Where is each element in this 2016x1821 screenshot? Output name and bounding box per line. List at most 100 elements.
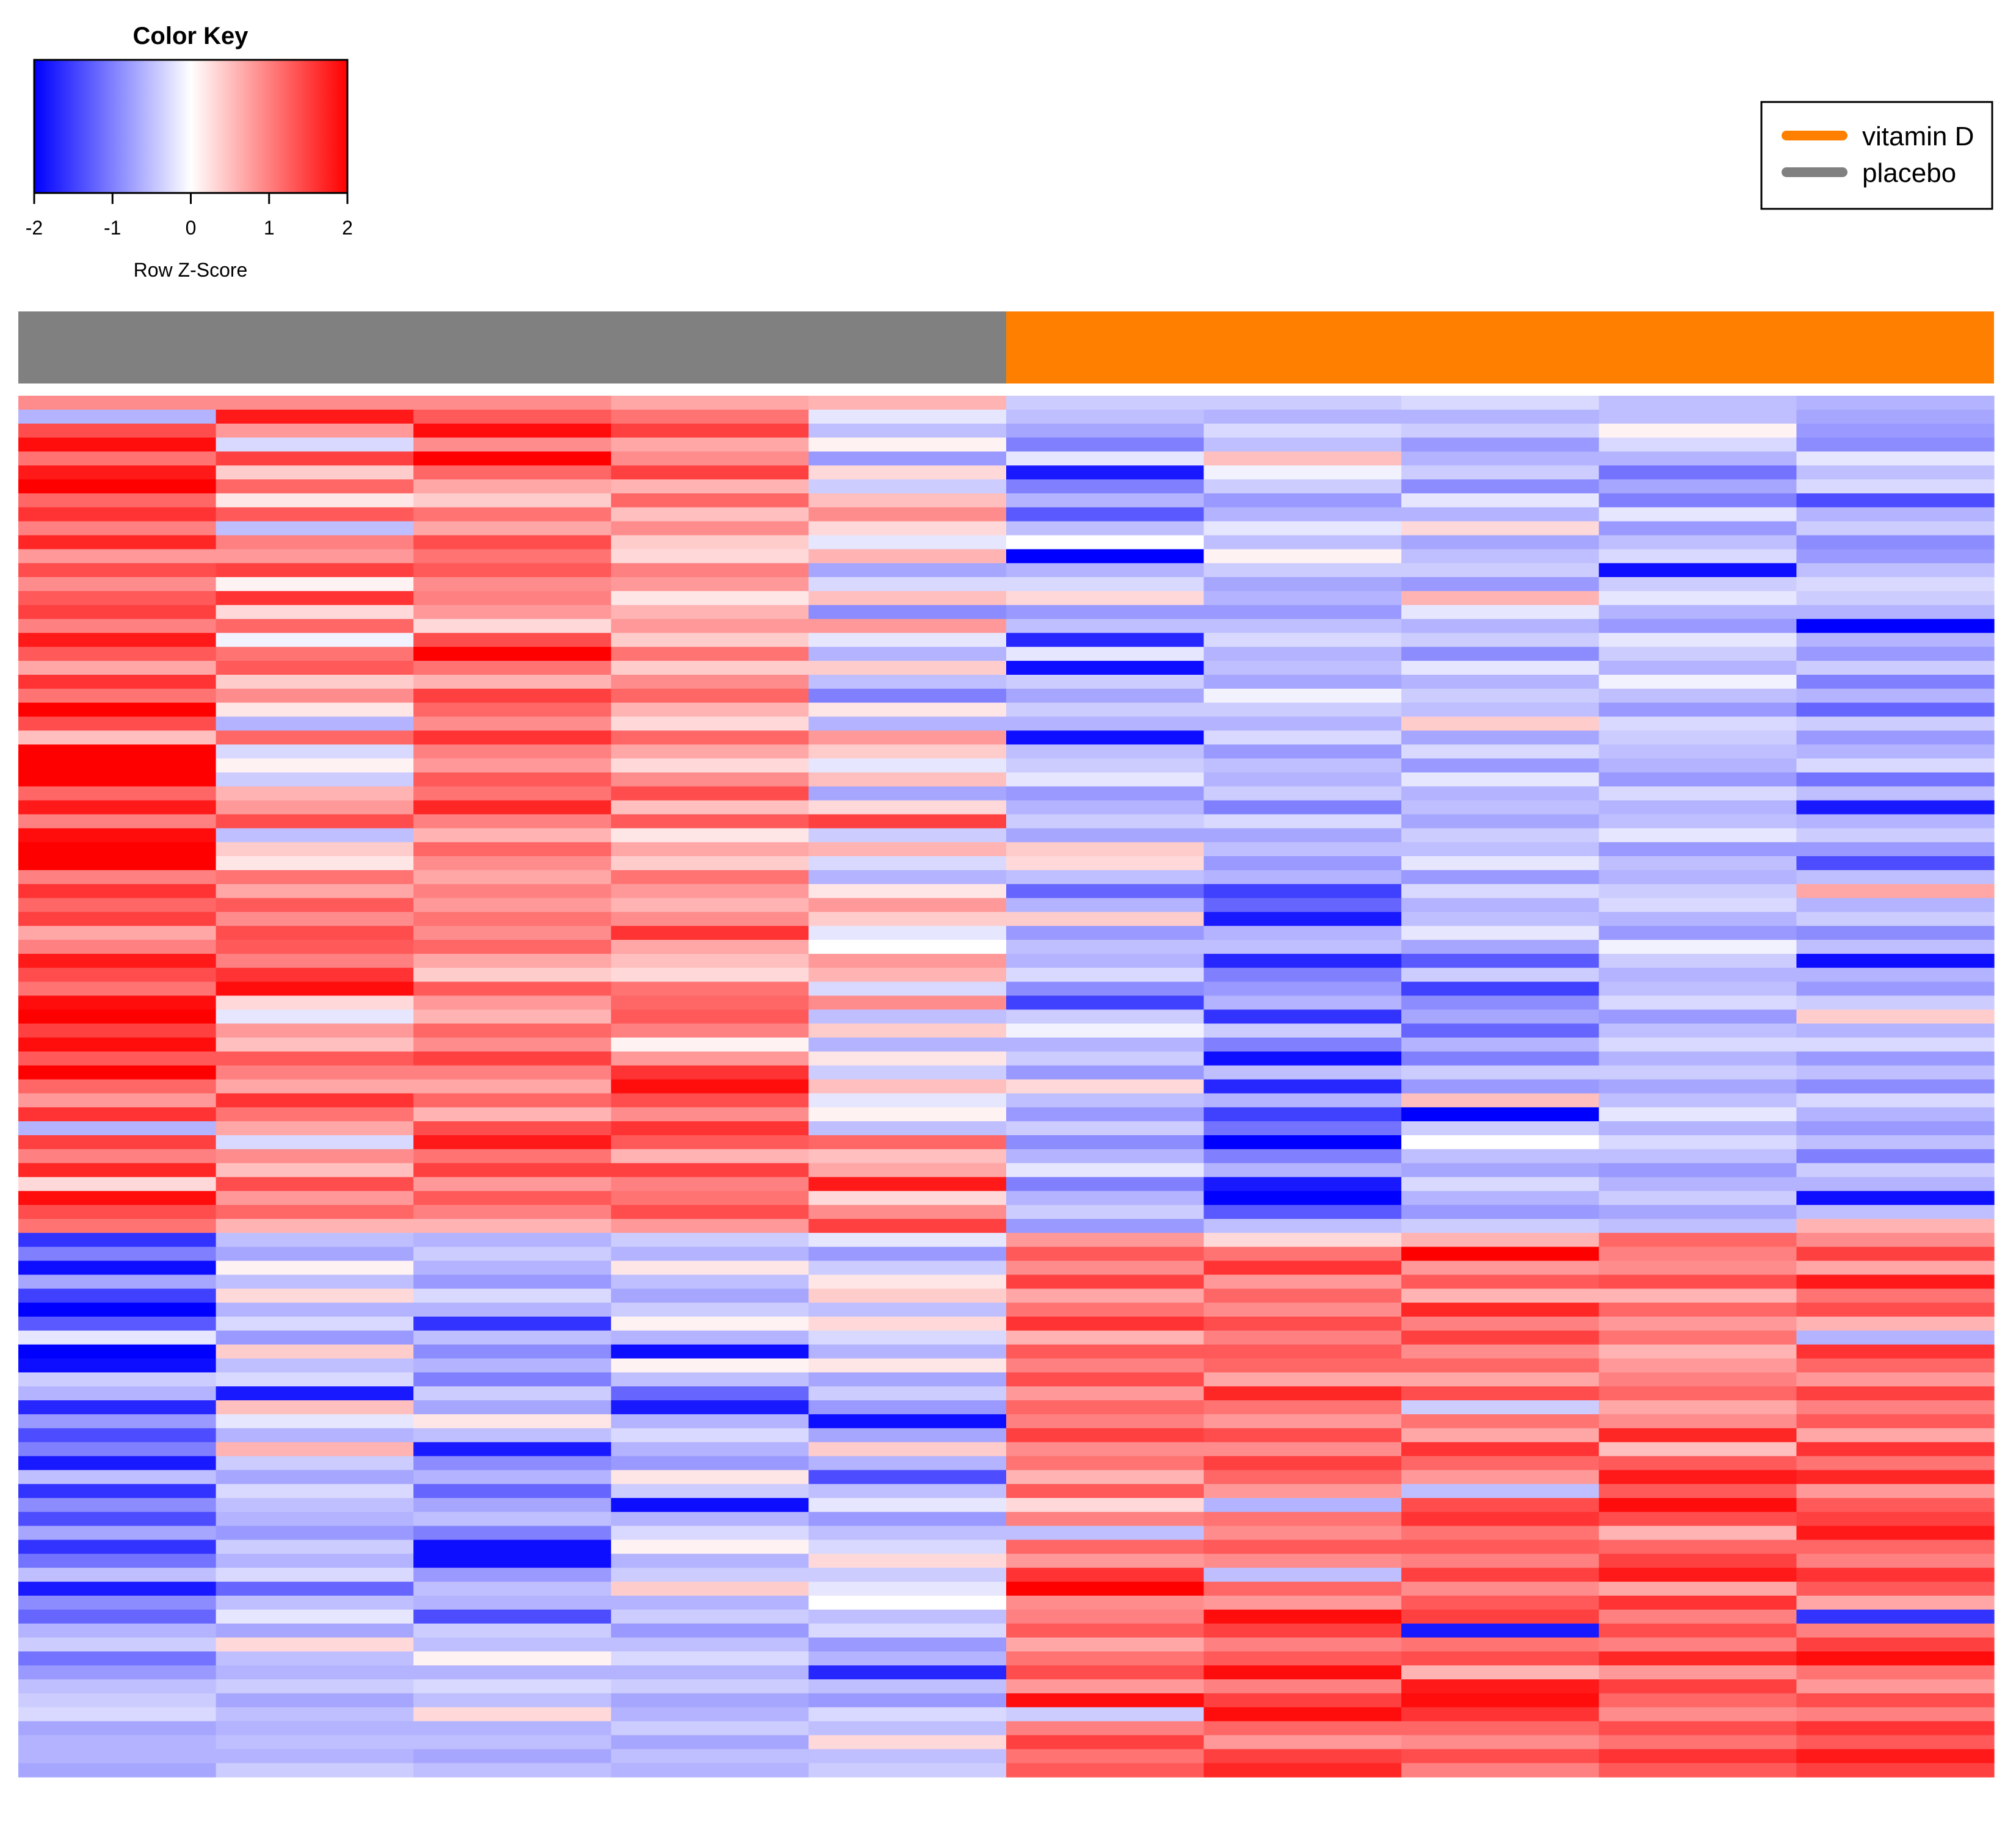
heatmap-cell	[1006, 940, 1205, 954]
heatmap-cell	[808, 507, 1007, 522]
heatmap-cell	[808, 633, 1007, 647]
heatmap-cell	[1006, 619, 1205, 634]
heatmap-cell	[216, 535, 414, 550]
heatmap-cell	[808, 563, 1007, 578]
heatmap-cell	[1203, 926, 1402, 940]
heatmap-cell	[1203, 912, 1402, 926]
heatmap-cell	[1598, 409, 1797, 424]
heatmap-cell	[808, 1051, 1007, 1066]
heatmap-cell	[1598, 1260, 1797, 1276]
heatmap-cell	[808, 800, 1007, 815]
heatmap-cell	[1006, 647, 1205, 661]
heatmap-cell	[1796, 884, 1995, 899]
heatmap-cell	[216, 912, 414, 926]
heatmap-cell	[1006, 507, 1205, 522]
heatmap-cell	[216, 1289, 414, 1303]
heatmap-cell	[808, 1539, 1007, 1555]
heatmap-cell	[216, 926, 414, 940]
heatmap-cell	[1796, 507, 1995, 522]
legend-label-vitamin-d: vitamin D	[1862, 122, 1974, 151]
heatmap-cell	[808, 535, 1007, 550]
heatmap-cell	[611, 828, 809, 843]
heatmap-cell	[18, 1219, 217, 1234]
heatmap-cell	[216, 870, 414, 885]
heatmap-cell	[216, 577, 414, 592]
heatmap-cell	[1203, 828, 1402, 843]
heatmap-cell	[18, 1623, 217, 1638]
heatmap-cell	[1203, 1595, 1402, 1610]
heatmap-cell	[1401, 688, 1600, 703]
heatmap-cell	[413, 1554, 612, 1568]
heatmap-cell	[1203, 940, 1402, 954]
heatmap-cell	[1401, 1289, 1600, 1303]
heatmap-cell	[808, 1149, 1007, 1164]
heatmap-cell	[413, 1651, 612, 1666]
heatmap-cell	[808, 828, 1007, 843]
heatmap-cell	[1401, 591, 1600, 606]
heatmap-cell	[1203, 1317, 1402, 1331]
heatmap-cell	[1598, 1121, 1797, 1136]
heatmap-cell	[1006, 688, 1205, 703]
heatmap-cell	[1796, 1749, 1995, 1764]
heatmap-cell	[1598, 1246, 1797, 1262]
heatmap-cell	[1598, 1051, 1797, 1066]
heatmap-cell	[216, 633, 414, 647]
heatmap-cell	[611, 1330, 809, 1345]
heatmap-cell	[1796, 563, 1995, 578]
heatmap-cell	[611, 1721, 809, 1736]
heatmap-cell	[216, 1372, 414, 1387]
heatmap-cell	[413, 688, 612, 703]
heatmap-cell	[1796, 1051, 1995, 1066]
heatmap-cell	[18, 1232, 217, 1248]
heatmap-cell	[611, 800, 809, 815]
heatmap-cell	[808, 856, 1007, 871]
heatmap-cell	[808, 1568, 1007, 1582]
heatmap-cell	[216, 744, 414, 759]
heatmap-cell	[611, 1232, 809, 1248]
heatmap-cell	[18, 1260, 217, 1276]
heatmap-cell	[413, 1525, 612, 1541]
heatmap-cell	[18, 661, 217, 675]
heatmap-cell	[413, 953, 612, 969]
heatmap-cell	[1203, 1539, 1402, 1555]
heatmap-cell	[611, 1023, 809, 1038]
heatmap-cell	[1401, 1693, 1600, 1708]
heatmap-cell	[1401, 633, 1600, 647]
heatmap-cell	[413, 1219, 612, 1234]
heatmap-cell	[1401, 1260, 1600, 1276]
heatmap-cell	[413, 1763, 612, 1778]
heatmap-cell	[1796, 1595, 1995, 1610]
heatmap-cell	[611, 1679, 809, 1694]
heatmap-cell	[611, 647, 809, 661]
heatmap-cell	[1006, 493, 1205, 508]
heatmap-cell	[1401, 1246, 1600, 1262]
heatmap-cell	[1598, 1191, 1797, 1205]
heatmap-cell	[413, 493, 612, 508]
heatmap-cell	[1401, 744, 1600, 759]
heatmap-cell	[18, 1735, 217, 1750]
heatmap-cell	[808, 702, 1007, 718]
color-key: Color Key -2 -1 0 1 2 Row Z-Score	[26, 23, 353, 281]
heatmap-cell	[18, 995, 217, 1010]
heatmap-cell	[1006, 521, 1205, 536]
heatmap-cell	[611, 674, 809, 689]
heatmap-cell	[1203, 1274, 1402, 1289]
heatmap-cell	[611, 661, 809, 675]
heatmap-cell	[611, 912, 809, 926]
heatmap-cell	[611, 898, 809, 912]
heatmap-cell	[413, 661, 612, 675]
heatmap-cell	[216, 1317, 414, 1331]
heatmap-cell	[1796, 1721, 1995, 1736]
heatmap-cell	[18, 535, 217, 550]
heatmap-cell	[1006, 1735, 1205, 1750]
heatmap-cell	[1203, 1344, 1402, 1359]
heatmap-cell	[1598, 1386, 1797, 1401]
heatmap-cell	[611, 953, 809, 969]
heatmap-cell	[808, 1735, 1007, 1750]
heatmap-cell	[1203, 1582, 1402, 1596]
heatmap-cell	[1598, 1344, 1797, 1359]
heatmap-cell	[216, 1303, 414, 1317]
color-key-tick-label: 2	[342, 217, 353, 239]
heatmap-cell	[1796, 1093, 1995, 1108]
heatmap-cell	[1796, 1400, 1995, 1415]
